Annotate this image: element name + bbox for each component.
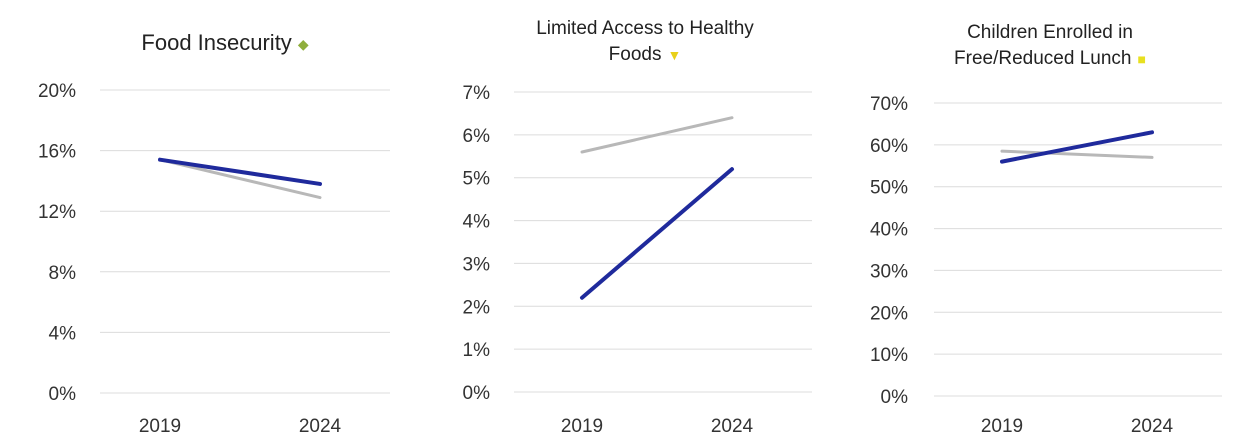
y-tick-label: 70% xyxy=(870,94,908,115)
y-tick-label: 3% xyxy=(463,254,491,275)
y-tick-label: 4% xyxy=(49,323,77,344)
y-tick-label: 4% xyxy=(463,212,491,233)
series-line-blue xyxy=(580,167,734,300)
y-tick-label: 8% xyxy=(49,263,77,284)
y-tick-label: 0% xyxy=(881,387,909,408)
chart-title-line1: Children Enrolled in xyxy=(967,22,1133,43)
chart-plot-area: 0% 1% 2% 3% 4% 5% 6% 7% 2019 2024 xyxy=(463,83,812,437)
chart-title: Limited Access to Healthy Foods ▼ xyxy=(470,16,820,68)
chart-plot-area: 0% 4% 8% 12% 16% 20% 2019 2024 xyxy=(38,81,390,437)
chart-title: Food Insecurity ◆ xyxy=(60,30,390,57)
y-tick-label: 30% xyxy=(870,261,908,282)
series-line-grey xyxy=(1000,149,1154,159)
chart-title-line2: Free/Reduced Lunch xyxy=(954,48,1132,70)
chart-title-line1: Limited Access to Healthy xyxy=(536,18,754,39)
y-tick-label: 0% xyxy=(463,383,491,404)
chart-title-line2: Foods xyxy=(608,44,662,66)
series-line-blue xyxy=(1000,130,1154,164)
series-line-grey xyxy=(580,116,734,154)
square-marker-icon: ■ xyxy=(1137,51,1146,67)
x-tick-label: 2019 xyxy=(981,416,1023,437)
chart-title: Children Enrolled in Free/Reduced Lunch ■ xyxy=(870,20,1230,72)
y-tick-label: 5% xyxy=(463,169,491,190)
series-line-grey xyxy=(158,158,322,200)
y-tick-label: 40% xyxy=(870,220,908,241)
y-tick-label: 0% xyxy=(49,384,77,405)
y-tick-label: 50% xyxy=(870,178,908,199)
free-lunch-chart: Children Enrolled in Free/Reduced Lunch ■… xyxy=(830,0,1239,440)
x-tick-label: 2024 xyxy=(711,416,754,437)
y-tick-label: 2% xyxy=(463,297,491,318)
food-insecurity-chart: Food Insecurity ◆ 0% 4% 8% 12% 16% 20% 2019 2024 xyxy=(0,0,400,440)
series-line-blue xyxy=(158,157,322,186)
x-tick-label: 2024 xyxy=(299,416,342,437)
y-tick-label: 60% xyxy=(870,136,908,157)
y-tick-label: 10% xyxy=(870,345,908,366)
x-tick-label: 2019 xyxy=(561,416,603,437)
x-tick-label: 2019 xyxy=(139,416,181,437)
chart-plot-area: 0% 10% 20% 30% 40% 50% 60% 70% 2019 2024 xyxy=(870,94,1222,437)
limited-access-chart: Limited Access to Healthy Foods ▼ 0% 1% 2% 3… xyxy=(410,0,820,440)
y-tick-label: 20% xyxy=(38,81,76,102)
diamond-marker-icon: ◆ xyxy=(297,36,309,53)
y-tick-label: 20% xyxy=(870,303,908,324)
triangle-marker-icon: ▼ xyxy=(667,47,682,63)
y-tick-label: 7% xyxy=(463,83,491,104)
y-tick-label: 1% xyxy=(463,340,491,361)
chart-title-text: Food Insecurity xyxy=(141,30,292,55)
y-tick-label: 12% xyxy=(38,202,76,223)
x-tick-label: 2024 xyxy=(1131,416,1174,437)
y-tick-label: 16% xyxy=(38,142,76,163)
y-tick-label: 6% xyxy=(463,126,491,147)
